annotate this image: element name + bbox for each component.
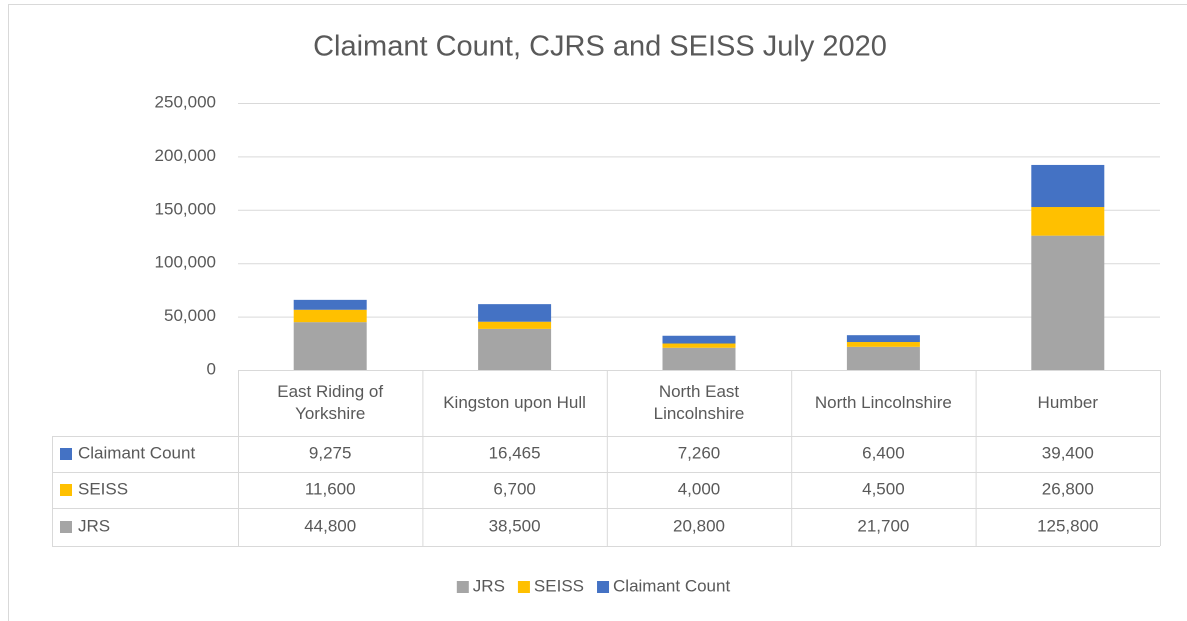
table-row-header: JRS (78, 516, 110, 535)
bar-segment (662, 347, 736, 370)
y-tick-label: 200,000 (155, 146, 216, 165)
bar-segment (478, 328, 552, 370)
table-cell: 4,500 (862, 479, 905, 498)
y-tick-label: 250,000 (155, 92, 216, 111)
category-label: North Lincolnshire (814, 393, 952, 412)
table-cell: 44,800 (304, 516, 356, 535)
table-cell: 16,465 (489, 443, 541, 462)
category-label: North East Lincolnshire (653, 382, 745, 423)
y-tick-label: 50,000 (164, 306, 216, 325)
table-legend-key (60, 448, 72, 460)
table-cell: 39,400 (1042, 443, 1094, 462)
bar-segment (1031, 207, 1105, 236)
table-cell: 38,500 (489, 516, 541, 535)
bar-segment (1031, 164, 1105, 208)
table-row-header: SEISS (78, 479, 128, 498)
table-legend-key (60, 484, 72, 496)
table-cell: 6,400 (862, 443, 905, 462)
bar-segment (478, 304, 552, 322)
table-cell: 11,600 (305, 479, 356, 498)
table-legend-key (60, 521, 72, 533)
chart-frame (8, 4, 1187, 621)
bar-segment (846, 342, 920, 347)
bar-segment (1031, 235, 1105, 370)
bar-segment (662, 343, 736, 348)
y-tick-label: 150,000 (155, 199, 216, 218)
category-label: East Riding of Yorkshire (277, 382, 384, 423)
bar-segment (662, 335, 736, 344)
table-cell: 4,000 (678, 479, 721, 498)
table-cell: 7,260 (678, 443, 721, 462)
y-tick-label: 0 (207, 359, 216, 378)
legend-label: JRS (473, 576, 505, 595)
table-cell: 26,800 (1042, 479, 1094, 498)
bar-segment (478, 321, 552, 329)
category-label: Kingston upon Hull (443, 393, 586, 412)
table-row-header: Claimant Count (78, 443, 195, 462)
legend-key (517, 581, 530, 593)
legend-key (597, 581, 610, 593)
table-cell: 125,800 (1037, 516, 1098, 535)
legend-label: SEISS (534, 576, 584, 595)
table-cell: 6,700 (493, 479, 536, 498)
table-cell: 9,275 (309, 443, 352, 462)
legend-key (456, 581, 469, 593)
bar-segment (293, 309, 367, 323)
chart-title: Claimant Count, CJRS and SEISS July 2020 (313, 31, 887, 63)
bar-segment (846, 346, 920, 370)
category-label: Humber (1037, 393, 1099, 412)
table-cell: 21,700 (857, 516, 909, 535)
y-tick-label: 100,000 (155, 253, 216, 272)
bar-segment (293, 299, 367, 310)
bar-segment (293, 322, 367, 370)
legend-label: Claimant Count (613, 576, 730, 595)
table-cell: 20,800 (673, 516, 725, 535)
bar-segment (846, 335, 920, 343)
